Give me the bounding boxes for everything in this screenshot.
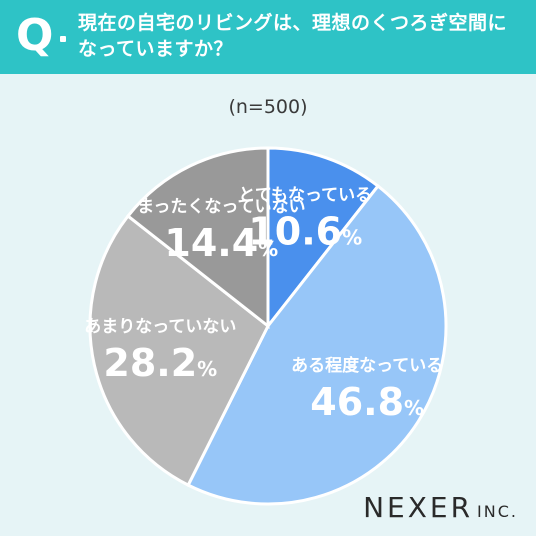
slice-unit-2: % (404, 396, 424, 420)
pie-slice-3 (88, 213, 270, 488)
brand-name: NEXER (363, 491, 474, 524)
pie-slice-4 (125, 146, 270, 330)
brand-suffix: INC. (477, 502, 518, 521)
sample-size-label: (n=500) (228, 96, 308, 118)
question-header: Q 現在の自宅のリビングは、理想のくつろぎ空間になっていますか？ (0, 0, 536, 74)
slice-label-4: まったくなっていない (137, 197, 305, 217)
slice-unit-4: % (258, 237, 278, 261)
slice-label-2: ある程度なっている (291, 355, 443, 376)
pie-slice-1 (266, 146, 381, 331)
slice-unit-3: % (197, 357, 217, 381)
brand-logo: NEXER INC. (363, 491, 518, 524)
pie-slice-2 (186, 183, 448, 506)
question-text: 現在の自宅のリビングは、理想のくつろぎ空間になっていますか？ (78, 12, 508, 60)
slice-unit-1: % (342, 225, 362, 249)
q-mark: Q (16, 10, 54, 61)
slice-label-3: あまりなっていない (84, 317, 236, 337)
q-dot-icon (60, 36, 66, 42)
slice-label-1: とてもなっている (238, 185, 372, 205)
